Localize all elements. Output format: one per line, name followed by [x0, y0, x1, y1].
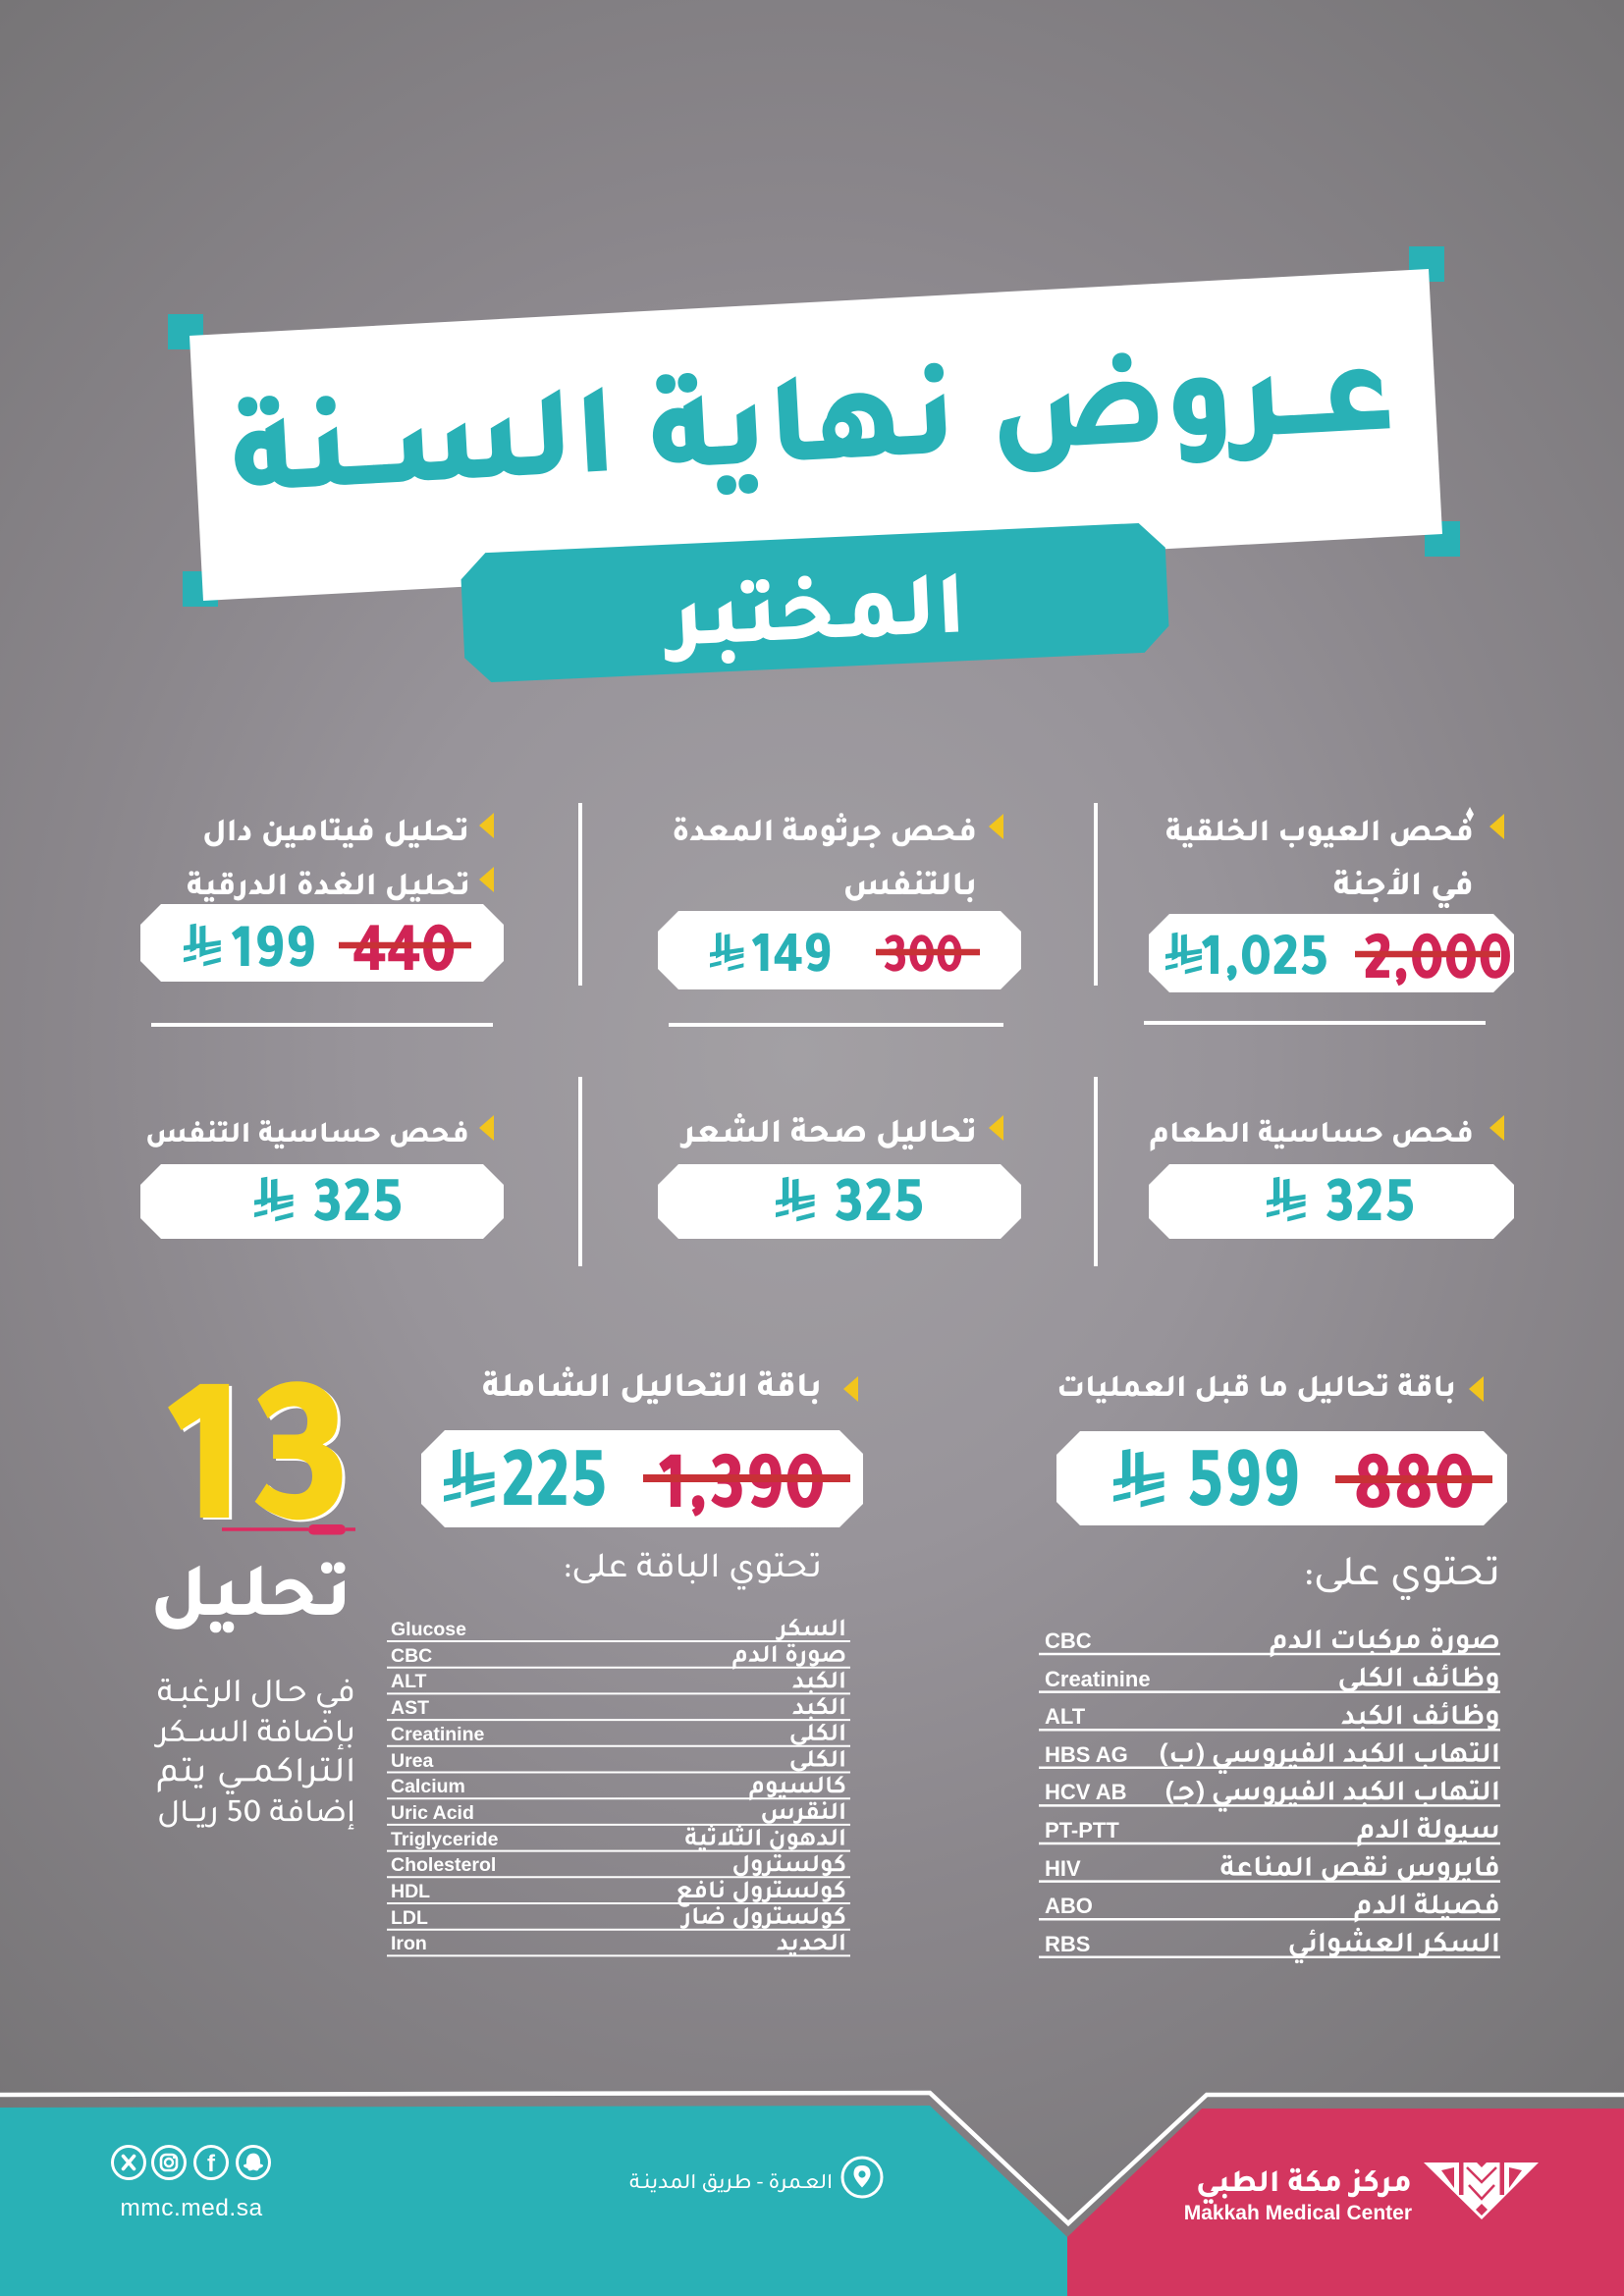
svg-text:HCV AB: HCV AB	[1045, 1780, 1127, 1804]
svg-text:ALT: ALT	[391, 1671, 427, 1692]
svg-text:Glucose: Glucose	[391, 1619, 466, 1640]
svg-text:Triglyceride: Triglyceride	[391, 1829, 499, 1850]
svg-text:ALT: ALT	[1045, 1704, 1086, 1729]
svg-text:Cholesterol: Cholesterol	[391, 1854, 496, 1876]
svg-text:Makkah Medical Center: Makkah Medical Center	[1184, 2202, 1412, 2224]
svg-text:Urea: Urea	[391, 1750, 434, 1772]
svg-text:ABO: ABO	[1045, 1894, 1093, 1918]
svg-text:Iron: Iron	[391, 1933, 427, 1954]
svg-text:CBC: CBC	[391, 1645, 432, 1667]
svg-text:CBC: CBC	[1045, 1629, 1092, 1653]
svg-text:HBS AG: HBS AG	[1045, 1742, 1128, 1767]
svg-text:Uric Acid: Uric Acid	[391, 1802, 474, 1824]
svg-text:HDL: HDL	[391, 1881, 430, 1902]
svg-text:HIV: HIV	[1045, 1856, 1081, 1881]
svg-text:LDL: LDL	[391, 1907, 428, 1929]
svg-text:Calcium: Calcium	[391, 1776, 465, 1797]
svg-text:Creatinine: Creatinine	[1045, 1667, 1151, 1691]
svg-text:AST: AST	[391, 1697, 429, 1719]
svg-text:mmc.med.sa: mmc.med.sa	[120, 2195, 262, 2221]
svg-text:Creatinine: Creatinine	[391, 1724, 485, 1745]
svg-text:PT-PTT: PT-PTT	[1045, 1818, 1119, 1842]
svg-text:f: f	[207, 2151, 216, 2177]
svg-text:RBS: RBS	[1045, 1932, 1090, 1956]
